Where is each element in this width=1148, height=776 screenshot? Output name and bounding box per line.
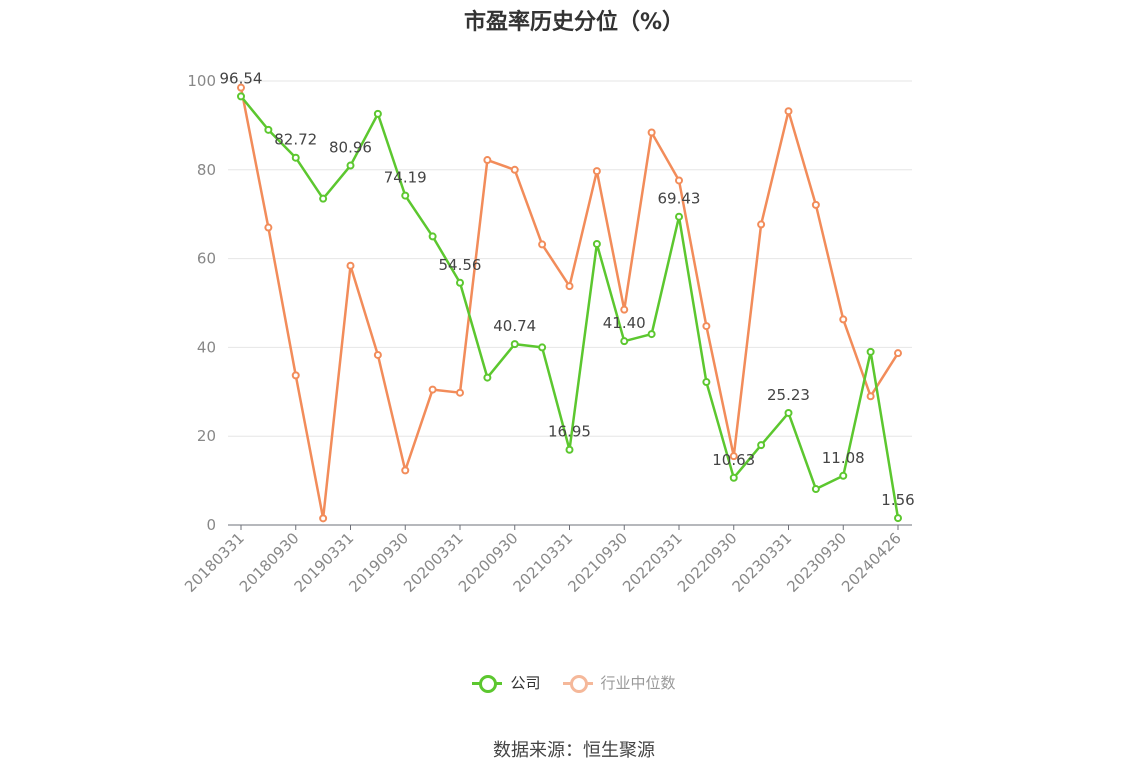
industry-point [456, 388, 464, 397]
industry-point [729, 452, 738, 461]
y-tick-label: 0 [206, 516, 216, 534]
industry-point [264, 223, 273, 232]
series-line-company [240, 95, 900, 519]
data-label: 96.54 [220, 69, 263, 87]
company-point [757, 441, 766, 450]
company-point [620, 337, 629, 346]
industry-point [510, 165, 519, 174]
industry-point [647, 128, 656, 137]
industry-point [373, 350, 382, 359]
legend-item-industry[interactable]: 行业中位数 [562, 672, 676, 693]
data-source: 数据来源：恒生聚源 [493, 740, 655, 761]
data-label: 69.43 [658, 190, 701, 208]
data-label: 10.63 [712, 451, 755, 469]
y-tick-label: 100 [187, 72, 216, 90]
data-label: 41.40 [603, 314, 646, 332]
industry-point [346, 261, 355, 270]
company-point [592, 239, 601, 248]
data-labels: 96.54 82.72 80.96 74.19 54.56 40.74 16.95 41.40… [220, 69, 915, 509]
grid-lines [228, 80, 912, 437]
legend-label-company: 公司 [510, 674, 541, 692]
chart-title: 市盈率历史分位（%） [463, 10, 685, 35]
industry-point [319, 514, 328, 523]
company-point [729, 473, 738, 482]
company-point [784, 408, 793, 417]
industry-point [811, 200, 820, 209]
data-label: 74.19 [384, 169, 427, 187]
data-label: 80.96 [329, 139, 372, 157]
company-point [811, 485, 820, 494]
company-point [538, 343, 547, 352]
industry-point [237, 83, 245, 92]
y-tick-label: 60 [197, 250, 216, 268]
axes: 0204060801002018033120180930201903312019… [181, 72, 912, 596]
company-point [346, 161, 355, 170]
company-point [866, 347, 875, 356]
data-label: 82.72 [274, 131, 317, 149]
data-label: 11.08 [822, 449, 865, 467]
company-point [675, 212, 683, 221]
data-label: 1.56 [881, 491, 914, 509]
industry-point [839, 315, 848, 324]
data-label: 16.95 [548, 423, 591, 441]
y-tick-label: 80 [197, 161, 216, 179]
company-point [702, 378, 711, 387]
company-point [428, 232, 437, 241]
legend-swatch-industry [562, 674, 593, 693]
company-point [237, 92, 245, 101]
industry-point [866, 392, 875, 401]
data-label: 25.23 [767, 386, 810, 404]
company-point [483, 373, 492, 382]
industry-point [702, 322, 711, 331]
company-point [401, 191, 410, 200]
industry-point [592, 167, 601, 176]
legend-swatch-company [472, 674, 503, 693]
company-point [894, 514, 902, 523]
company-point [510, 340, 519, 349]
line-chart: 0204060801002018033120180930201903312019… [181, 69, 915, 596]
company-point [373, 109, 382, 118]
y-tick-label: 40 [197, 338, 216, 356]
company-point [456, 278, 464, 287]
industry-point [565, 282, 574, 291]
industry-point [538, 240, 547, 249]
company-point [291, 153, 300, 162]
industry-point [784, 107, 793, 116]
company-point [647, 330, 656, 339]
data-label: 40.74 [493, 317, 536, 335]
industry-point [894, 349, 902, 358]
industry-point [620, 305, 629, 314]
y-tick-label: 20 [197, 427, 216, 445]
series-lines [237, 83, 902, 523]
data-label: 54.56 [439, 256, 482, 274]
industry-point [675, 176, 683, 185]
legend-item-company[interactable]: 公司 [472, 672, 541, 693]
legend: 公司 行业中位数 [0, 672, 1148, 693]
company-point [565, 445, 574, 454]
company-point [839, 471, 848, 480]
industry-point [757, 220, 766, 229]
company-point [319, 194, 328, 203]
legend-label-industry: 行业中位数 [600, 674, 676, 692]
industry-point [401, 466, 410, 475]
company-point [264, 125, 273, 134]
industry-point [483, 156, 492, 165]
x-tick-label: 20240426 [838, 529, 905, 596]
industry-point [291, 371, 300, 380]
industry-point [428, 385, 437, 394]
